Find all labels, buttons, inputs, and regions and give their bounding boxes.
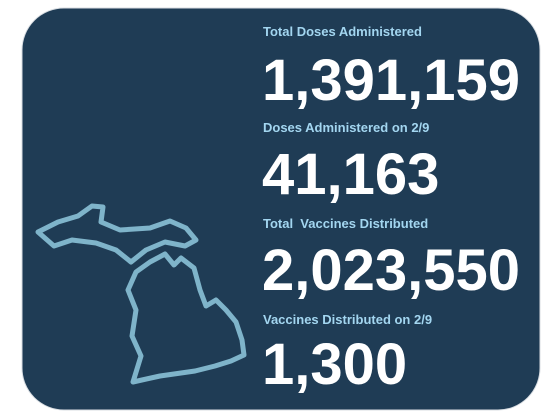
stat-label: Total Doses Administered <box>263 24 422 39</box>
stat-label: Doses Administered on 2/9 <box>263 120 429 135</box>
stat-value: 2,023,550 <box>262 238 520 303</box>
stats-list: Total Doses Administered 1,391,159 Doses A… <box>262 24 520 397</box>
stat-value: 1,300 <box>262 332 407 397</box>
stat-label: Total Vaccines Distributed <box>263 216 428 231</box>
stat-value: 1,391,159 <box>262 48 520 113</box>
card-background <box>21 7 541 411</box>
michigan-outline <box>35 203 247 385</box>
stat-value: 41,163 <box>262 142 439 207</box>
stat-label: Vaccines Distributed on 2/9 <box>263 312 432 327</box>
